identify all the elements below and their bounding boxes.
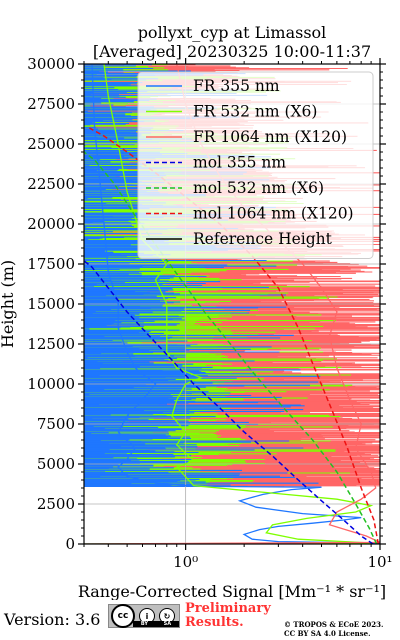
cc-strip-by: BY bbox=[140, 621, 148, 627]
series-line-0 bbox=[84, 64, 380, 544]
footer: Version: 3.6 cc i ↻ BY SA Preliminary Re… bbox=[0, 600, 400, 640]
legend-box bbox=[137, 71, 374, 259]
y-tick-label: 12500 bbox=[27, 335, 75, 353]
legend-label: FR 355 nm bbox=[193, 77, 280, 95]
y-tick-label: 25000 bbox=[27, 135, 75, 153]
y-tick-label: 2500 bbox=[37, 495, 75, 513]
copyright-notice: © TROPOS & ECoE 2023. CC BY SA 4.0 Licen… bbox=[284, 620, 383, 638]
legend-label: mol 532 nm (X6) bbox=[193, 179, 324, 197]
y-tick-label: 27500 bbox=[27, 95, 75, 113]
copyright-line-1: © TROPOS & ECoE 2023. bbox=[284, 620, 384, 629]
legend-label: Reference Height bbox=[193, 230, 333, 248]
y-tick-label: 7500 bbox=[37, 415, 75, 433]
y-tick-label: 17500 bbox=[27, 255, 75, 273]
preliminary-line-1: Preliminary bbox=[185, 601, 271, 616]
preliminary-notice: Preliminary Results. bbox=[185, 602, 271, 630]
legend-label: FR 532 nm (X6) bbox=[193, 103, 317, 121]
legend-label: mol 1064 nm (X120) bbox=[193, 205, 354, 223]
chart-title: pollyxt_cyp at Limassol bbox=[138, 23, 327, 42]
series-line-4 bbox=[84, 151, 378, 544]
y-tick-label: 20000 bbox=[27, 215, 75, 233]
cc-license-badge: cc i ↻ BY SA bbox=[108, 604, 180, 628]
x-tick-label: 10⁰ bbox=[173, 553, 198, 571]
y-tick-label: 30000 bbox=[27, 55, 75, 73]
x-axis-label: Range-Corrected Signal [Mm⁻¹ * sr⁻¹] bbox=[78, 582, 386, 600]
y-tick-label: 15000 bbox=[27, 295, 75, 313]
y-tick-label: 10000 bbox=[27, 375, 75, 393]
y-tick-label: 22500 bbox=[27, 175, 75, 193]
cc-strip: BY SA bbox=[133, 621, 179, 627]
legend-label: mol 355 nm bbox=[193, 154, 286, 172]
x-tick-label: 10¹ bbox=[367, 553, 392, 571]
y-axis-label: Height (m) bbox=[0, 260, 17, 348]
series-line-1 bbox=[84, 64, 374, 544]
legend: FR 355 nm FR 532 nm (X6) FR 1064 nm (X120)… bbox=[137, 71, 374, 259]
legend-label: FR 1064 nm (X120) bbox=[193, 128, 347, 146]
chart: pollyxt_cyp at Limassol [Averaged] 20230… bbox=[0, 23, 393, 600]
cc-logo-icon: cc bbox=[111, 604, 135, 628]
series-line-5 bbox=[89, 127, 380, 544]
version-label: Version: 3.6 bbox=[4, 610, 101, 629]
copyright-line-2: CC BY SA 4.0 License. bbox=[284, 629, 371, 638]
preliminary-line-2: Results. bbox=[185, 615, 244, 630]
y-tick-label: 0 bbox=[65, 535, 75, 553]
series-line-3 bbox=[84, 260, 374, 544]
cc-strip-sa: SA bbox=[163, 621, 172, 627]
chart-subtitle: [Averaged] 20230325 10:00-11:37 bbox=[93, 42, 371, 61]
y-tick-label: 5000 bbox=[37, 455, 75, 473]
